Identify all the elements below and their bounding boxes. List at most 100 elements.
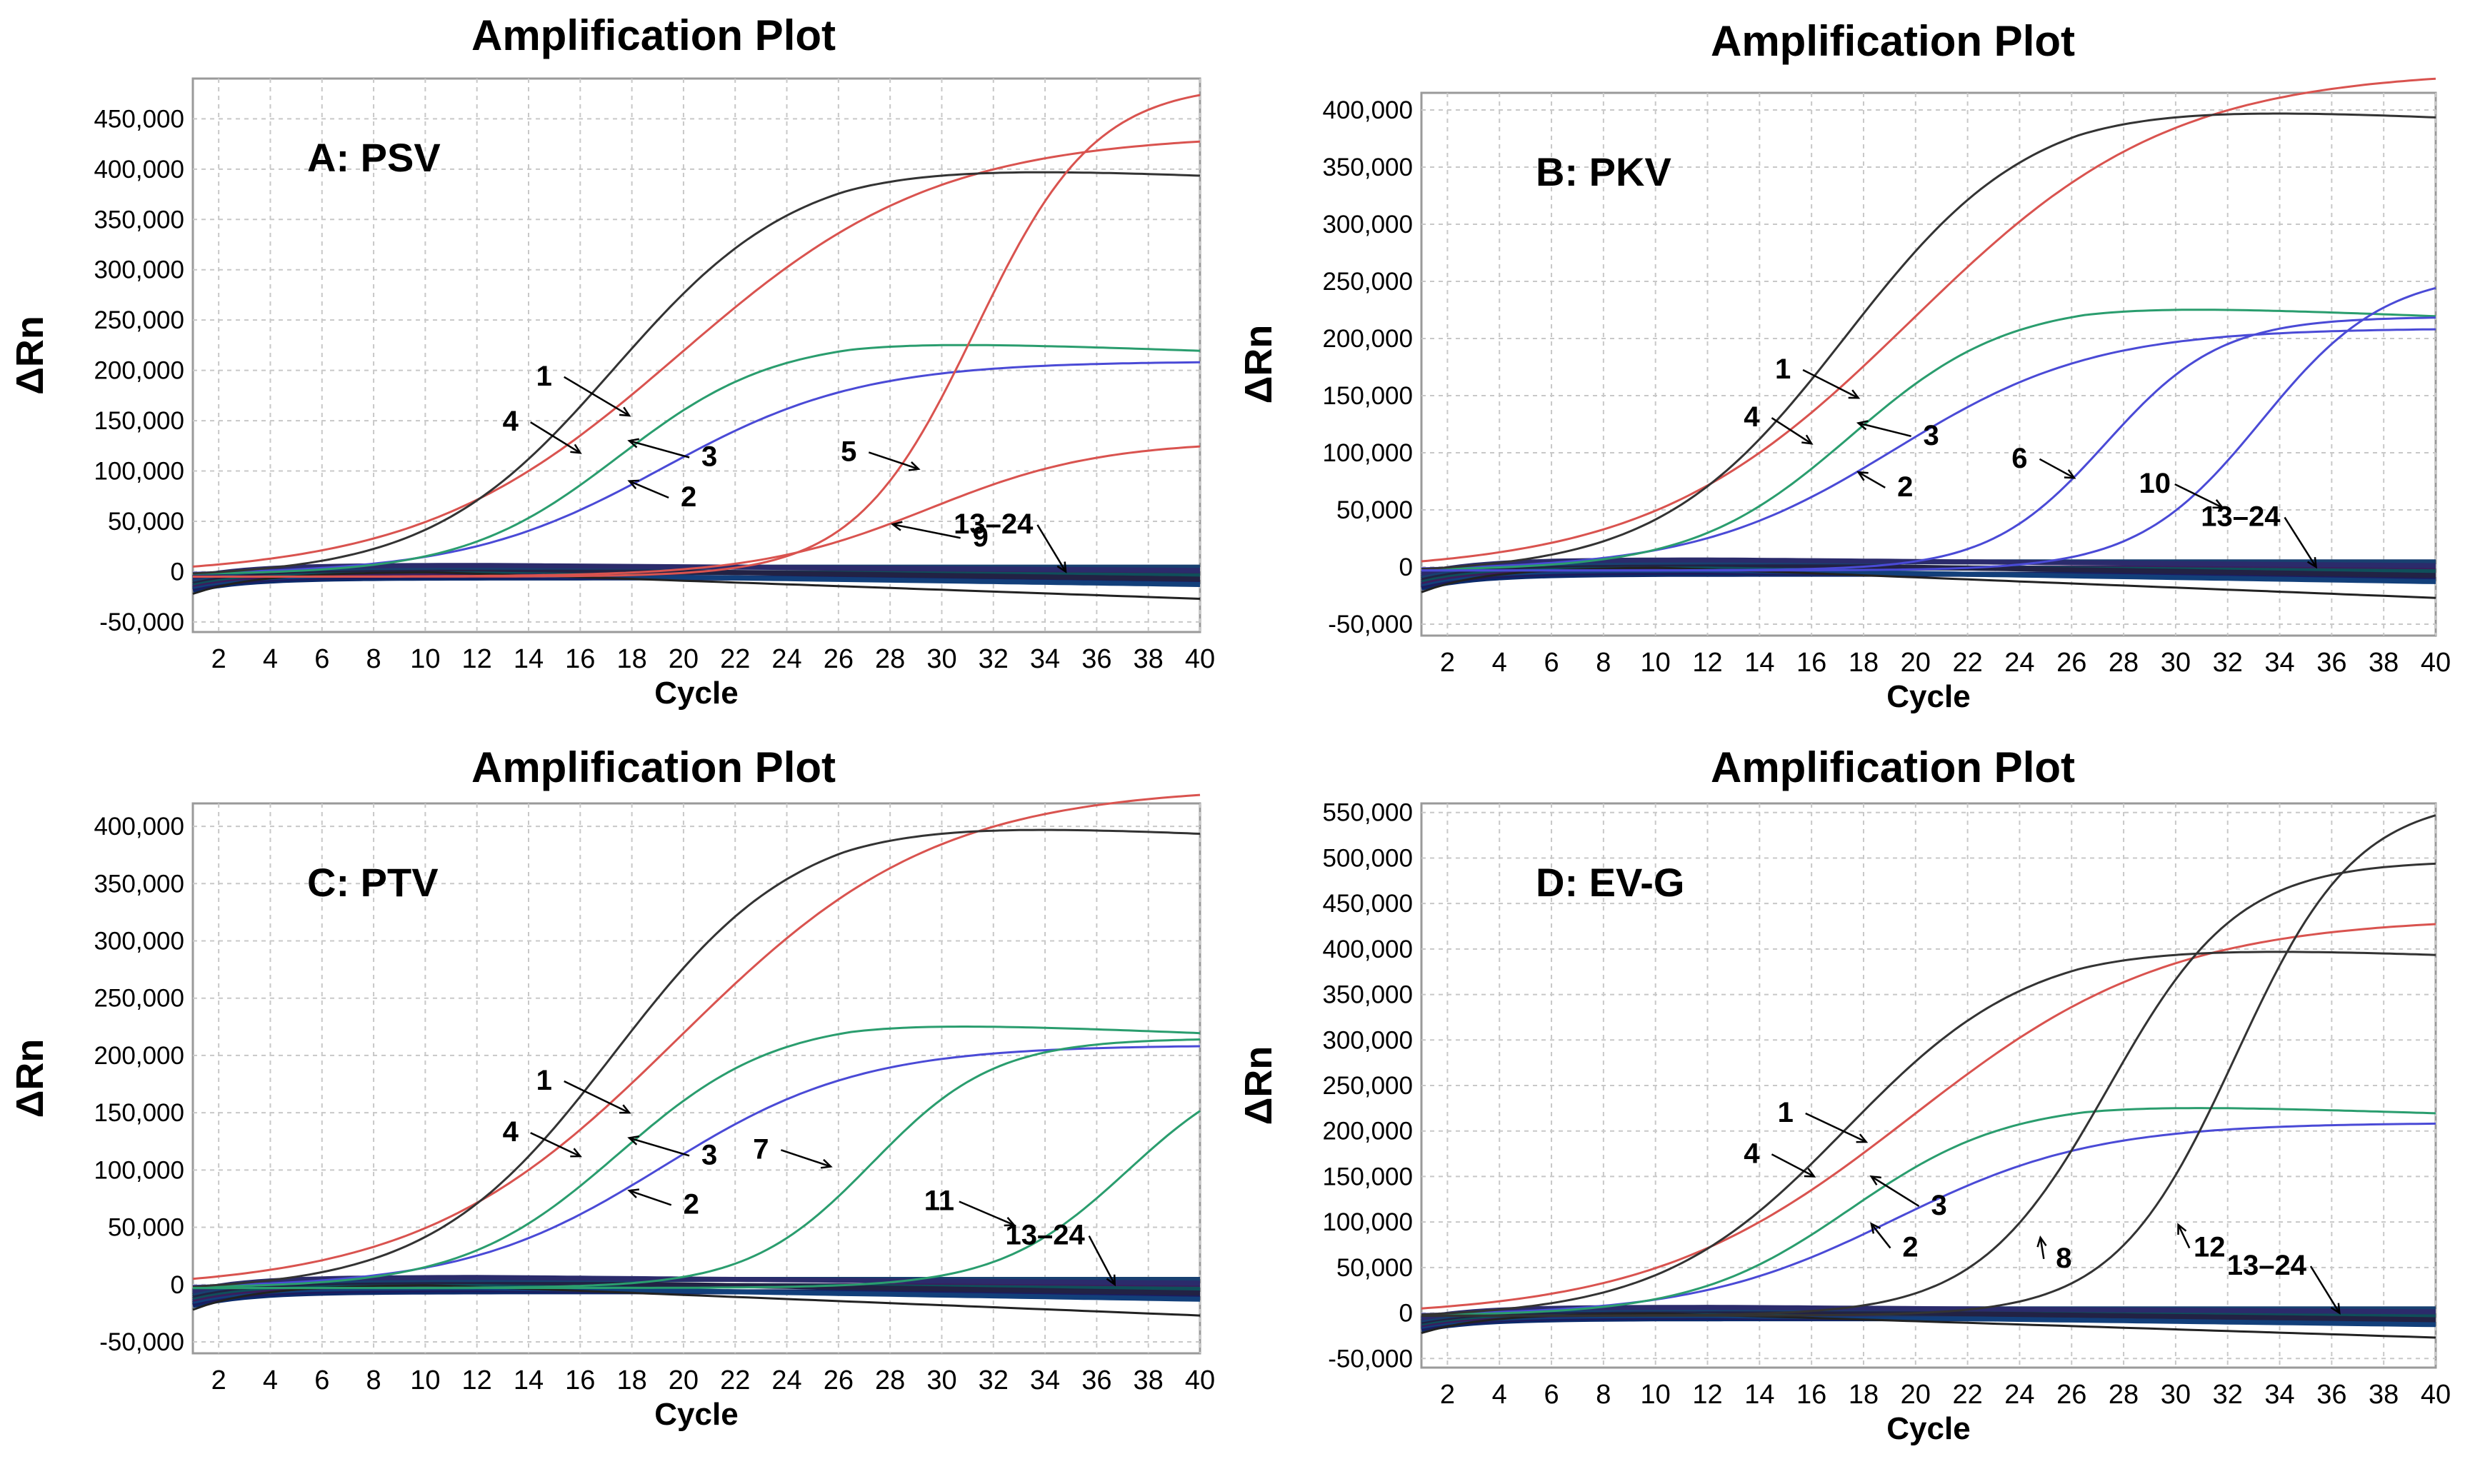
- x-tick-label: 24: [771, 644, 801, 674]
- x-tick-label: 40: [2421, 1380, 2451, 1410]
- y-tick-label: 550,000: [1322, 799, 1413, 827]
- x-tick-label: 18: [616, 644, 646, 674]
- annotation-arrow: [2284, 516, 2317, 568]
- x-tick-label: 22: [720, 644, 750, 674]
- annotation-arrow: [1858, 422, 1911, 438]
- plot-frame: [1420, 91, 2437, 637]
- series-12-line: [1421, 814, 2436, 1317]
- y-tick-label: 100,000: [94, 1156, 184, 1184]
- annotation-label: 1: [1778, 1097, 1794, 1128]
- annotation-label: 9: [973, 521, 989, 553]
- annotation-arrow: [2039, 1237, 2045, 1260]
- y-axis-label: ΔRn: [9, 316, 51, 395]
- x-tick-label: 20: [1901, 648, 1931, 678]
- x-axis-label: Cycle: [1886, 679, 1970, 714]
- x-axis-label: Cycle: [654, 676, 738, 711]
- x-tick-label: 8: [1596, 1380, 1611, 1410]
- x-tick-label: 30: [2161, 1380, 2191, 1410]
- annotation-arrowhead: [890, 521, 903, 531]
- annotation-label: 1: [1775, 354, 1791, 385]
- y-tick-label: 0: [1399, 1300, 1413, 1328]
- x-tick-label: 30: [926, 1365, 956, 1395]
- annotation-arrow: [892, 523, 961, 539]
- baseline-drift-line: [1421, 1312, 2436, 1339]
- annotation-label: 3: [1924, 420, 1939, 451]
- x-tick-label: 16: [1796, 1380, 1826, 1410]
- annotation-label: 2: [681, 481, 696, 513]
- panel-label: D: EV-G: [1536, 860, 1684, 905]
- series-10-line: [1421, 286, 2436, 572]
- panel-title: Amplification Plot: [1711, 743, 2075, 791]
- x-tick-label: 28: [875, 644, 905, 674]
- x-tick-label: 8: [366, 1365, 381, 1395]
- y-tick-label: 350,000: [94, 870, 184, 898]
- y-tick-label: 250,000: [94, 306, 184, 334]
- panel-label: B: PKV: [1536, 149, 1671, 194]
- annotation-arrowhead: [627, 1188, 640, 1198]
- annotation-label: 4: [503, 406, 519, 437]
- annotation-arrow: [1805, 1112, 1867, 1143]
- annotation-arrow: [629, 1190, 672, 1206]
- y-tick-label: 250,000: [94, 985, 184, 1013]
- x-tick-label: 40: [2421, 648, 2451, 678]
- series-3-line: [1421, 1107, 2436, 1316]
- annotation-arrowhead: [2177, 1223, 2187, 1235]
- x-tick-label: 12: [462, 644, 492, 674]
- x-tick-label: 18: [1849, 1380, 1879, 1410]
- annotation-arrow: [629, 440, 690, 458]
- series-2-line: [1421, 1122, 2436, 1315]
- series-3-line: [192, 1026, 1201, 1288]
- y-tick-label: 50,000: [1336, 1254, 1413, 1282]
- annotation-arrow: [1088, 1235, 1116, 1285]
- x-tick-label: 26: [824, 644, 854, 674]
- baseline-drift-line: [192, 1284, 1201, 1317]
- x-tick-label: 8: [1596, 648, 1611, 678]
- x-tick-label: 12: [1692, 648, 1722, 678]
- x-tick-label: 24: [771, 1365, 801, 1395]
- annotation-label: 2: [1897, 471, 1913, 503]
- annotation-arrowhead: [2330, 1303, 2341, 1315]
- annotation-arrowhead: [820, 1158, 833, 1169]
- x-tick-label: 18: [616, 1365, 646, 1395]
- annotation-arrowhead: [619, 1104, 631, 1114]
- annotation-label: 10: [2139, 468, 2171, 499]
- x-tick-label: 34: [2264, 648, 2294, 678]
- annotation-label: 2: [684, 1188, 699, 1220]
- y-tick-label: 50,000: [108, 508, 184, 536]
- annotation-arrowhead: [1856, 1133, 1869, 1143]
- x-tick-label: 36: [2316, 1380, 2346, 1410]
- y-tick-label: 150,000: [1322, 1163, 1413, 1190]
- annotation-label: 4: [503, 1116, 519, 1148]
- x-tick-label: 6: [1544, 648, 1559, 678]
- x-tick-label: 34: [2264, 1380, 2294, 1410]
- x-tick-label: 20: [669, 1365, 699, 1395]
- annotation-arrowhead: [1856, 420, 1869, 431]
- y-tick-label: 400,000: [94, 156, 184, 184]
- y-tick-label: 300,000: [1322, 211, 1413, 239]
- y-tick-label: 100,000: [94, 458, 184, 486]
- x-tick-label: 22: [1952, 648, 1982, 678]
- x-tick-label: 14: [1744, 648, 1774, 678]
- annotation-arrowhead: [2306, 556, 2318, 569]
- x-tick-label: 26: [824, 1365, 854, 1395]
- y-axis-label: ΔRn: [1237, 1046, 1280, 1125]
- y-tick-label: 450,000: [94, 105, 184, 133]
- y-tick-label: 0: [1399, 553, 1413, 581]
- annotation-label: 13–24: [1005, 1220, 1085, 1251]
- series-1-line: [192, 793, 1201, 1280]
- annotation-arrowhead: [1056, 561, 1067, 573]
- x-tick-label: 36: [1081, 644, 1111, 674]
- x-tick-label: 4: [1492, 1380, 1507, 1410]
- annotation-arrowhead: [570, 1148, 582, 1158]
- annotation-arrow: [1870, 1223, 1891, 1249]
- x-tick-label: 32: [979, 644, 1009, 674]
- x-tick-label: 2: [1440, 1380, 1455, 1410]
- x-tick-label: 16: [1796, 648, 1826, 678]
- annotation-arrow: [2174, 483, 2223, 508]
- annotation-label: 4: [1744, 401, 1760, 433]
- series-4-line: [1421, 951, 2436, 1316]
- y-tick-label: 450,000: [1322, 890, 1413, 918]
- annotation-label: 1: [536, 1065, 552, 1096]
- annotation-arrow: [530, 1132, 581, 1158]
